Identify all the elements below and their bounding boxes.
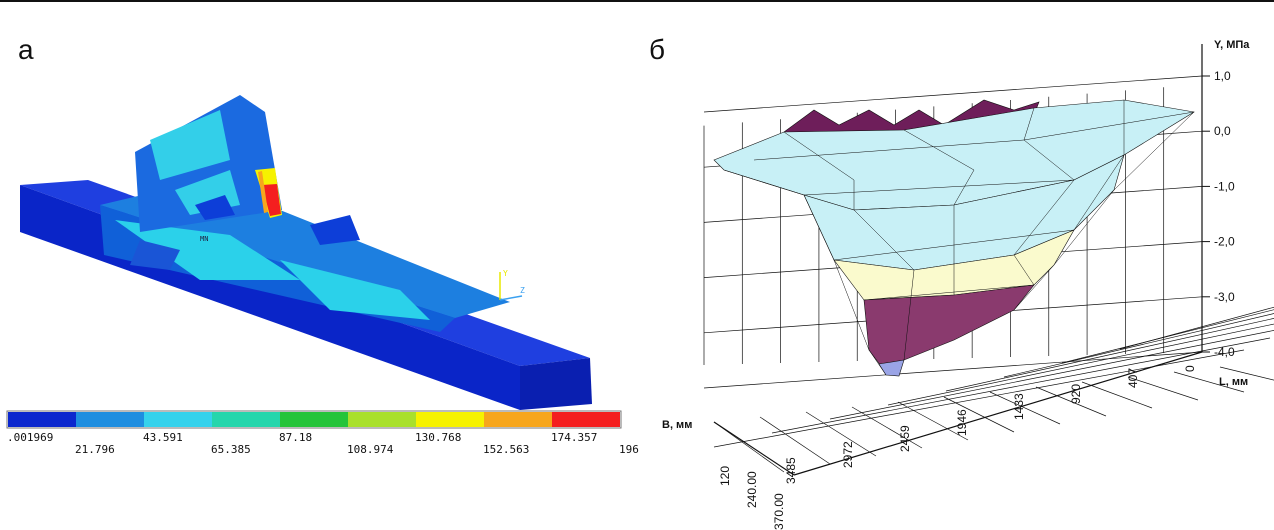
svg-text:920: 920 (1069, 384, 1083, 404)
b-axis-title: B, мм (662, 419, 692, 431)
triad-z-label: Z (520, 286, 525, 295)
legend-swatch (8, 412, 76, 427)
bracket (310, 215, 360, 245)
svg-text:407: 407 (1126, 368, 1140, 388)
stress-patch (115, 220, 300, 280)
legend-swatch (416, 412, 484, 427)
y-axis-ticks: 1,0 0,0 -1,0 -2,0 -3,0 -4,0 (1202, 69, 1235, 359)
stress-patch (258, 171, 268, 213)
stress-legend-labels: .001969 43.591 87.18 130.768 174.357 21.796 65… (7, 431, 640, 456)
svg-text:3485: 3485 (784, 457, 798, 484)
fea-model-figure: MN Y Z .001969 43.591 87.18 130.768 174.357 2… (6, 95, 640, 456)
y-tick-label: -3,0 (1214, 290, 1235, 304)
svg-text:120: 120 (718, 466, 732, 486)
svg-text:0: 0 (1183, 365, 1197, 372)
svg-text:1433: 1433 (1012, 393, 1026, 420)
legend-swatch (552, 412, 620, 427)
l-axis-title: L, мм (1219, 376, 1248, 388)
svg-text:370.00: 370.00 (772, 493, 786, 530)
legend-label-top: 130.768 (415, 431, 461, 444)
legend-label-top: 87.18 (279, 431, 312, 444)
legend-swatch (348, 412, 416, 427)
model-tag: MN (200, 235, 208, 243)
y-axis-title: Y, МПа (1214, 39, 1250, 51)
legend-label-bottom: 152.563 (483, 443, 529, 456)
legend-swatch (280, 412, 348, 427)
floor-grid (713, 306, 1274, 476)
b-axis-ticks: 120 240.00 370.00 (718, 466, 786, 530)
surface-mesh (723, 100, 1195, 376)
l-tick-label: 1433 (1012, 393, 1026, 420)
legend-swatch (76, 412, 144, 427)
stress-patch (130, 240, 180, 270)
b-tick-label: 240.00 (745, 471, 759, 508)
stress-legend (6, 410, 622, 429)
bracket (195, 195, 235, 220)
legend-swatch (484, 412, 552, 427)
stress-patch (280, 260, 430, 320)
top-border-line (0, 0, 1274, 2)
l-tick-label: 1946 (955, 409, 969, 436)
l-tick-label: 407 (1126, 368, 1140, 388)
y-tick-label: 1,0 (1214, 69, 1231, 83)
surface-band-purple (863, 284, 1035, 371)
peak-stress-zone (262, 184, 281, 216)
l-tick-label: 2459 (898, 425, 912, 452)
y-tick-label: -4,0 (1214, 345, 1235, 359)
l-tick-label: 0 (1183, 365, 1197, 372)
triad-y-label: Y (503, 269, 508, 278)
svg-text:1946: 1946 (955, 409, 969, 436)
b-tick-label: 120 (718, 466, 732, 486)
surface-chart: Y, МПа 1,0 0,0 -1,0 -2,0 -3,0 -4,0 L, мм 0 407… (662, 39, 1274, 530)
l-axis-ticks: 0 407 920 1433 1946 2459 2972 3485 (784, 365, 1197, 484)
l-tick-label: 2972 (841, 441, 855, 468)
legend-label-bottom: 108.974 (347, 443, 394, 456)
legend-swatch (212, 412, 280, 427)
stress-patch (150, 110, 230, 180)
legend-label-top: 43.591 (143, 431, 183, 444)
triad-z-axis (499, 295, 523, 301)
l-tick-label: 920 (1069, 384, 1083, 404)
legend-label-top: .001969 (7, 431, 53, 444)
svg-text:2459: 2459 (898, 425, 912, 452)
panel-a-label: а (18, 34, 34, 65)
y-tick-label: 0,0 (1214, 124, 1231, 138)
surface-band-light (713, 99, 1195, 211)
legend-label-bottom: 21.796 (75, 443, 115, 456)
l-tick-label: 3485 (784, 457, 798, 484)
b-tick-label: 370.00 (772, 493, 786, 530)
svg-text:240.00: 240.00 (745, 471, 759, 508)
legend-swatch (144, 412, 212, 427)
legend-label-bottom: 196. (619, 443, 640, 456)
svg-text:2972: 2972 (841, 441, 855, 468)
beam-end-face (520, 358, 592, 410)
y-tick-label: -1,0 (1214, 179, 1235, 193)
legend-label-bottom: 65.385 (211, 443, 251, 456)
y-tick-label: -2,0 (1214, 235, 1235, 249)
panel-b-label: б (649, 34, 666, 65)
legend-label-top: 174.357 (551, 431, 597, 444)
